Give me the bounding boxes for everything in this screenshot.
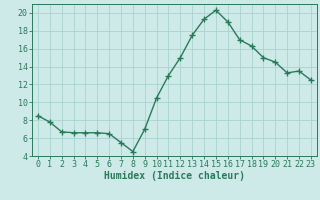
X-axis label: Humidex (Indice chaleur): Humidex (Indice chaleur) [104,171,245,181]
